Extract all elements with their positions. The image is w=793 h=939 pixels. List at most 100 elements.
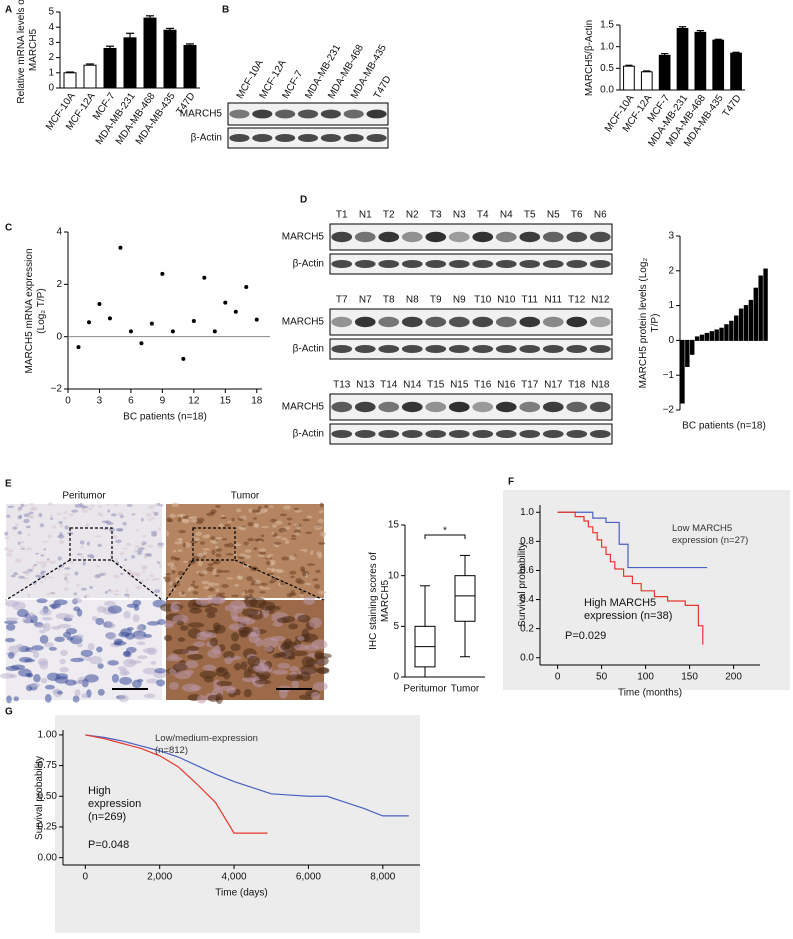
- bar: [719, 327, 724, 341]
- blot-band: [378, 231, 400, 243]
- ihc-cell: [190, 518, 199, 523]
- ihc-cell: [174, 557, 181, 561]
- ihc-cell: [281, 537, 288, 541]
- ihc-cell: [42, 540, 48, 544]
- ihc-cell: [147, 621, 160, 626]
- ihc-cell: [13, 696, 19, 702]
- ihc-cell: [271, 524, 278, 528]
- y-tick-label: 0.00: [38, 852, 58, 863]
- blot-band: [589, 345, 611, 353]
- ihc-cell: [153, 577, 161, 581]
- point: [86, 320, 91, 325]
- ihc-cell: [208, 587, 215, 592]
- x-tick-label: 12: [188, 396, 200, 407]
- lane-label: N14: [403, 380, 422, 391]
- ihc-cell: [281, 556, 290, 561]
- ihc-cell: [163, 576, 171, 580]
- blot-band: [378, 316, 400, 328]
- ihc-cell: [179, 593, 187, 597]
- survival-curve: [85, 734, 409, 817]
- ihc-cell: [210, 511, 215, 515]
- ihc-cell: [243, 668, 252, 679]
- ihc-cell: [211, 594, 217, 597]
- ihc-cell: [77, 642, 83, 648]
- x-tick-label: 4,000: [222, 872, 247, 883]
- ihc-cell: [240, 661, 248, 670]
- blot-band: [366, 109, 387, 119]
- lane-label: N6: [594, 210, 607, 221]
- ihc-cell: [210, 536, 216, 541]
- ihc-cell: [26, 547, 32, 551]
- ihc-cell: [66, 636, 74, 641]
- y-tick-label: 0.4: [520, 594, 534, 605]
- blot-band: [589, 316, 611, 328]
- blot-band: [566, 231, 588, 243]
- blot-band: [589, 260, 611, 268]
- blot-band: [331, 345, 353, 353]
- y-axis-label: Survival probability: [34, 755, 45, 840]
- ihc-cell: [49, 517, 54, 520]
- ihc-cell: [103, 528, 108, 531]
- bar: [763, 268, 768, 341]
- blot-band: [589, 430, 611, 438]
- ihc-cell: [176, 514, 184, 517]
- ihc-cell: [318, 542, 326, 545]
- bar: [103, 47, 117, 89]
- ihc-cell: [150, 661, 157, 665]
- ihc-cell: [142, 570, 146, 574]
- ihc-cell: [192, 585, 199, 589]
- ihc-cell: [190, 583, 195, 587]
- blot-band: [472, 231, 494, 243]
- blot-band: [331, 430, 353, 438]
- ihc-cell: [63, 576, 68, 581]
- ihc-cell: [247, 537, 254, 542]
- ihc-cell: [74, 689, 81, 697]
- ihc-cell: [28, 683, 41, 688]
- ihc-cell: [150, 530, 158, 535]
- ihc-cell: [290, 650, 308, 657]
- ihc-cell: [270, 562, 275, 566]
- ihc-cell: [57, 534, 65, 539]
- blot-band: [519, 345, 541, 353]
- blot-band: [566, 316, 588, 328]
- ihc-cell: [279, 581, 286, 586]
- ihc-cell: [132, 614, 140, 623]
- ihc-cell: [248, 508, 253, 513]
- blot-band: [542, 231, 564, 243]
- blot-band: [495, 345, 517, 353]
- ihc-cell: [157, 619, 167, 625]
- blot-band: [448, 231, 470, 243]
- ihc-cell: [241, 561, 246, 565]
- bar: [748, 299, 754, 341]
- ihc-cell: [234, 543, 242, 547]
- ihc-cell: [64, 573, 71, 577]
- ihc-cell: [164, 578, 172, 583]
- ihc-cell: [260, 534, 265, 537]
- ihc-cell: [4, 536, 10, 540]
- ihc-cell: [259, 585, 264, 590]
- ihc-cell: [169, 513, 176, 518]
- lane-label: N3: [453, 210, 466, 221]
- y-tick-label: 0: [56, 331, 62, 342]
- ihc-cell: [5, 617, 19, 622]
- lane-label: N17: [544, 380, 563, 391]
- ihc-cell: [127, 568, 132, 573]
- ihc-cell: [133, 635, 147, 640]
- y-tick-label: 0: [668, 335, 674, 346]
- y-tick-label: 1: [48, 67, 54, 78]
- ihc-cell: [13, 572, 18, 576]
- ihc-cell: [234, 583, 240, 587]
- ihc-cell: [16, 609, 29, 618]
- blot-band: [566, 345, 588, 353]
- blot-band: [589, 401, 611, 413]
- legend-label: Low MARCH5 expression (n=27): [672, 523, 749, 546]
- bar: [658, 54, 671, 91]
- x-tick-label: 3: [97, 396, 103, 407]
- ihc-cell: [125, 588, 129, 593]
- ihc-cell: [15, 558, 22, 563]
- ihc-cell: [165, 573, 172, 576]
- point: [97, 301, 102, 306]
- ihc-cell: [184, 542, 191, 548]
- ihc-cell: [163, 635, 173, 642]
- y-axis-label: IHC staining scores of MARCH5: [368, 552, 391, 650]
